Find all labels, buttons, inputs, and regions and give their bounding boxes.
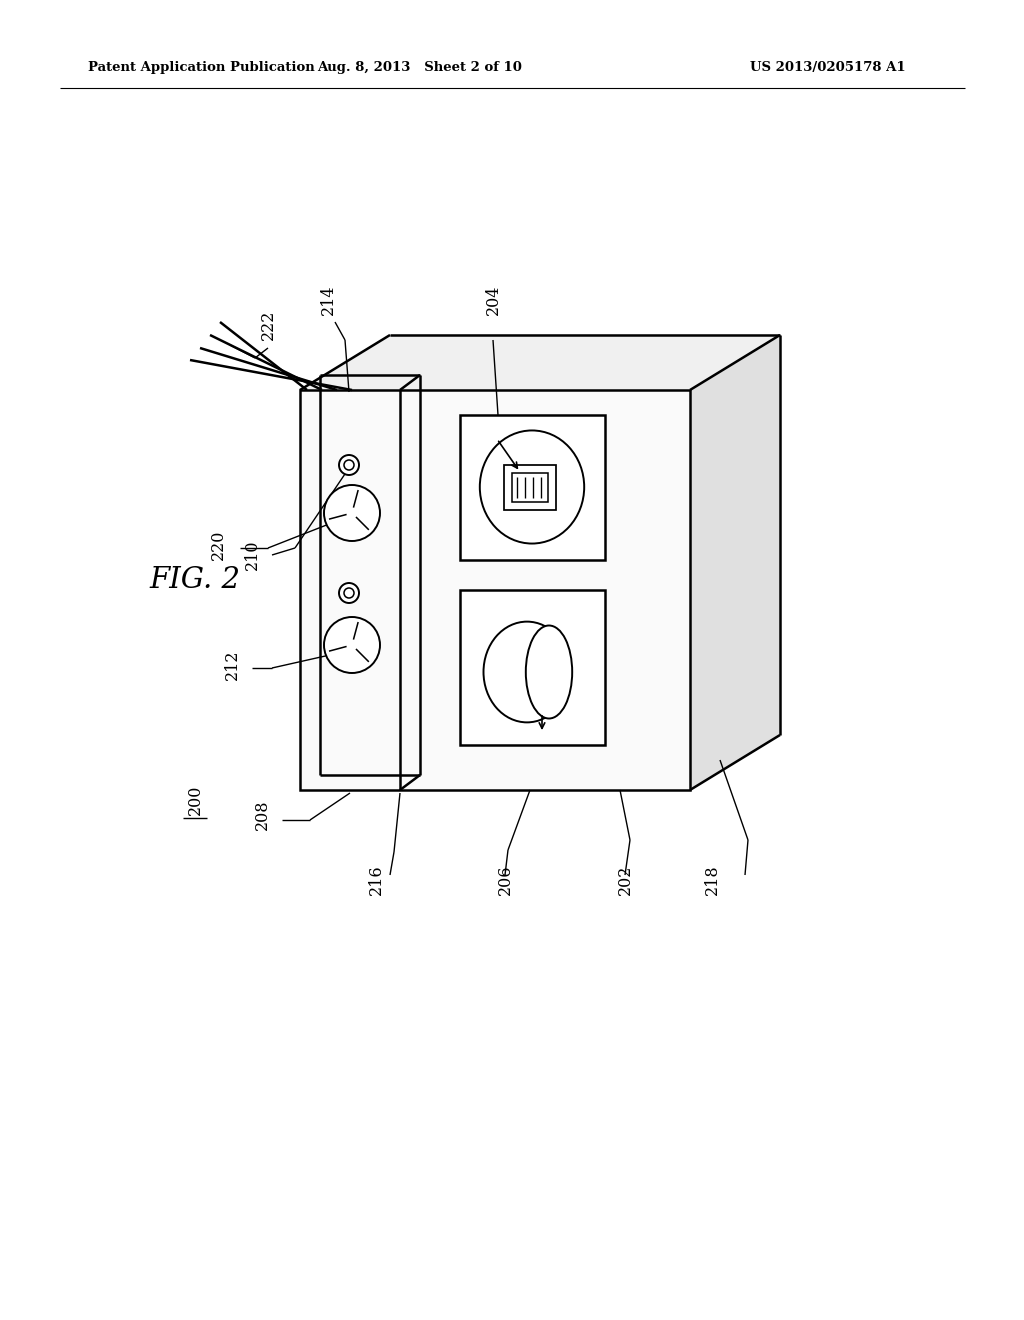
Text: Patent Application Publication: Patent Application Publication <box>88 62 314 74</box>
Text: 222: 222 <box>259 310 276 341</box>
Text: 200: 200 <box>186 784 204 814</box>
Text: 212: 212 <box>223 649 241 680</box>
Polygon shape <box>300 335 780 389</box>
Text: 208: 208 <box>254 800 270 830</box>
Text: 206: 206 <box>497 865 513 895</box>
Text: FIG. 2: FIG. 2 <box>150 566 241 594</box>
Text: Aug. 8, 2013   Sheet 2 of 10: Aug. 8, 2013 Sheet 2 of 10 <box>317 62 522 74</box>
Ellipse shape <box>525 626 572 718</box>
Text: 210: 210 <box>244 540 260 570</box>
Bar <box>300 389 690 789</box>
Polygon shape <box>690 335 780 789</box>
Bar <box>512 473 548 502</box>
Text: 204: 204 <box>484 285 502 315</box>
Bar <box>460 414 605 560</box>
Circle shape <box>324 484 380 541</box>
Circle shape <box>344 459 354 470</box>
Bar <box>504 465 556 510</box>
Text: US 2013/0205178 A1: US 2013/0205178 A1 <box>750 62 905 74</box>
Circle shape <box>339 455 359 475</box>
Circle shape <box>339 583 359 603</box>
Ellipse shape <box>480 430 585 544</box>
Text: 220: 220 <box>210 529 226 560</box>
Text: 214: 214 <box>319 285 337 315</box>
Circle shape <box>344 587 354 598</box>
Bar <box>460 590 605 744</box>
Circle shape <box>324 616 380 673</box>
Ellipse shape <box>483 622 570 722</box>
Text: 202: 202 <box>616 865 634 895</box>
Text: 218: 218 <box>703 865 721 895</box>
Text: 216: 216 <box>368 865 384 895</box>
